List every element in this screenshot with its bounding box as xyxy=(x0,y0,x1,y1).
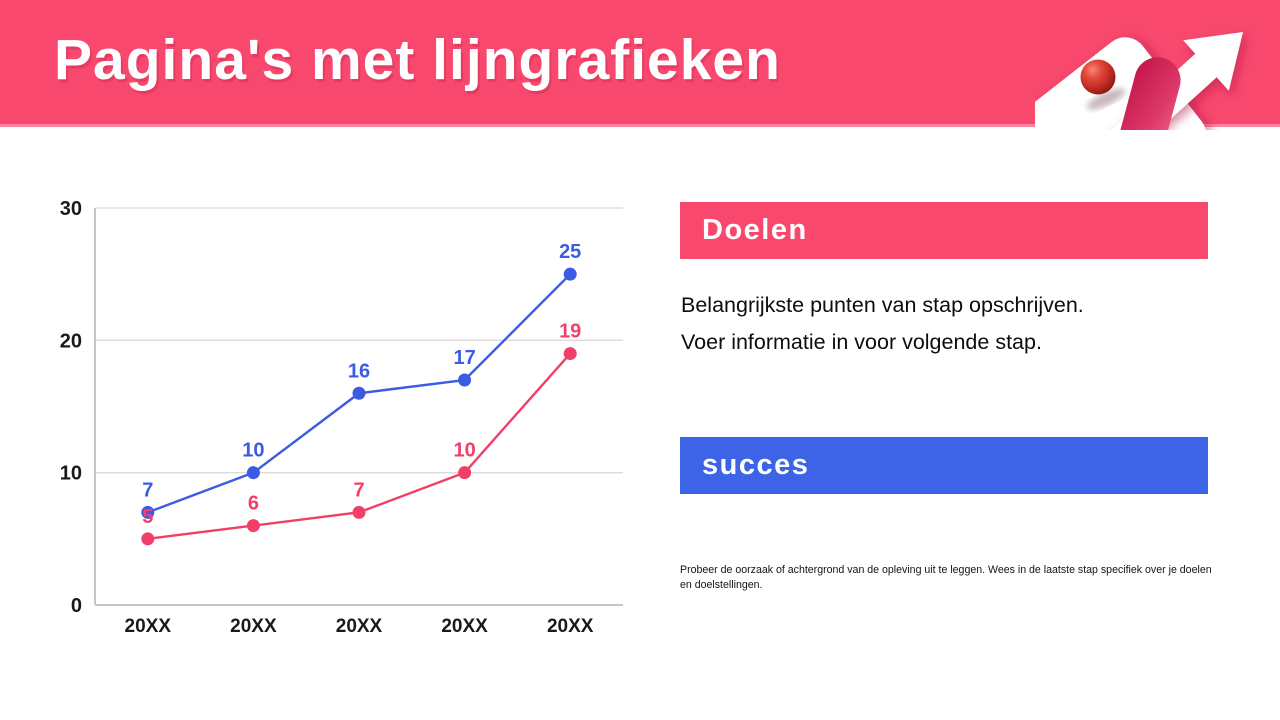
goals-heading: Doelen xyxy=(702,214,808,246)
y-tick-label: 30 xyxy=(60,198,82,220)
y-tick-label: 10 xyxy=(60,463,82,485)
pink-series-marker xyxy=(352,505,366,519)
pink-series-data-label: 19 xyxy=(559,321,581,343)
blue-series-data-label: 10 xyxy=(242,440,264,462)
blue-series-data-label: 25 xyxy=(559,241,581,263)
pink-series-data-label: 10 xyxy=(453,440,475,462)
blue-series-marker xyxy=(563,267,577,281)
line-chart: 0 10 20 30 20XX 20XX 20XX 20XX 20XX 7 10 16 17 25 5 6 7 1… xyxy=(60,198,623,637)
footnote: Probeer de oorzaak of achtergrond van de… xyxy=(680,563,1212,591)
blue-series-marker xyxy=(458,373,472,387)
blue-series-data-label: 16 xyxy=(348,360,370,382)
success-banner: succes xyxy=(680,437,1208,494)
goals-body-line1: Belangrijkste punten van stap opschrijve… xyxy=(681,293,1084,317)
pink-series-data-label: 7 xyxy=(353,479,364,501)
pink-capsule-shape xyxy=(1112,57,1181,130)
arrow-up-right-icon xyxy=(1035,32,1243,130)
y-tick-label: 0 xyxy=(71,595,82,617)
goals-body-line2: Voer informatie in voor volgende stap. xyxy=(681,330,1042,354)
pink-series-marker xyxy=(141,532,155,546)
y-tick-label: 20 xyxy=(60,330,82,352)
pink-series-data-label: 6 xyxy=(248,493,259,515)
pink-series-data-label: 5 xyxy=(142,506,153,528)
x-tick-label: 20XX xyxy=(547,616,594,637)
x-tick-label: 20XX xyxy=(336,616,383,637)
x-tick-label: 20XX xyxy=(441,616,488,637)
header-banner: Pagina's met lijngrafieken xyxy=(0,0,1280,127)
pink-series-marker xyxy=(458,466,472,480)
goals-body: Belangrijkste punten van stap opschrijve… xyxy=(681,287,1226,361)
goals-banner: Doelen xyxy=(680,202,1208,259)
x-tick-label: 20XX xyxy=(230,616,277,637)
red-sphere-icon xyxy=(1080,59,1116,95)
blue-series-marker xyxy=(246,466,260,480)
blue-series-data-label: 17 xyxy=(453,347,475,369)
pink-series-marker xyxy=(246,519,260,533)
success-heading: succes xyxy=(702,449,810,481)
blue-series-marker xyxy=(141,505,155,519)
pink-series-marker xyxy=(563,347,577,361)
x-tick-label: 20XX xyxy=(125,616,172,637)
sphere-shadow xyxy=(1086,88,1126,110)
blue-series-marker xyxy=(352,386,366,400)
blue-series-data-label: 7 xyxy=(142,479,153,501)
slide-title: Pagina's met lijngrafieken xyxy=(54,28,781,92)
